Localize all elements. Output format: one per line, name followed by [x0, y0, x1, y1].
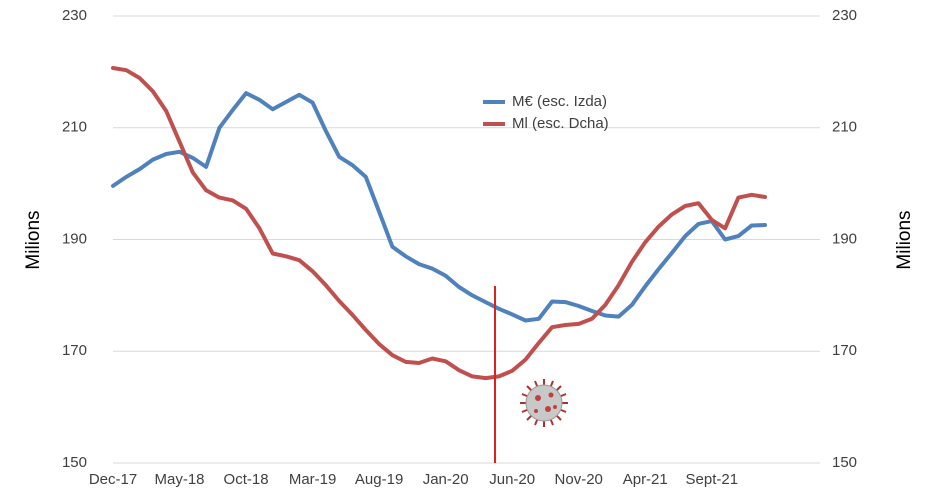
x-tick-label: Jan-20: [423, 471, 469, 488]
legend-label: M€ (esc. Izda): [512, 93, 607, 110]
x-tick-label: Oct-18: [224, 471, 269, 488]
y-tick-label: 170: [62, 342, 87, 359]
x-tick-label: Mar-19: [289, 471, 337, 488]
y2-tick-label: 150: [832, 454, 857, 471]
x-tick-label: Jun-20: [489, 471, 535, 488]
x-tick-label: Sept-21: [686, 471, 739, 488]
x-tick-label: Nov-20: [555, 471, 603, 488]
grid: [113, 15, 820, 464]
y2-axis-title: Milions: [894, 210, 915, 269]
y-tick-label: 210: [62, 119, 87, 136]
y2-tick-label: 170: [832, 342, 857, 359]
virus-icon: [520, 379, 568, 427]
x-tick-label: Aug-19: [355, 471, 403, 488]
x-tick-label: May-18: [155, 471, 205, 488]
y2-tick-label: 210: [832, 119, 857, 136]
legend: M€ (esc. Izda) Ml (esc. Dcha): [483, 93, 609, 132]
y-tick-label: 230: [62, 7, 87, 24]
series: [111, 66, 767, 381]
x-tick-label: Dec-17: [89, 471, 137, 488]
y2-tick-label: 190: [832, 230, 857, 247]
y2-tick-label: 230: [832, 7, 857, 24]
series-line: [111, 66, 767, 381]
series-line: [111, 91, 767, 323]
y-axis-title: Milions: [23, 210, 44, 269]
y-tick-label: 190: [62, 230, 87, 247]
x-tick-label: Apr-21: [623, 471, 668, 488]
y-tick-label: 150: [62, 454, 87, 471]
legend-label: Ml (esc. Dcha): [512, 115, 609, 132]
